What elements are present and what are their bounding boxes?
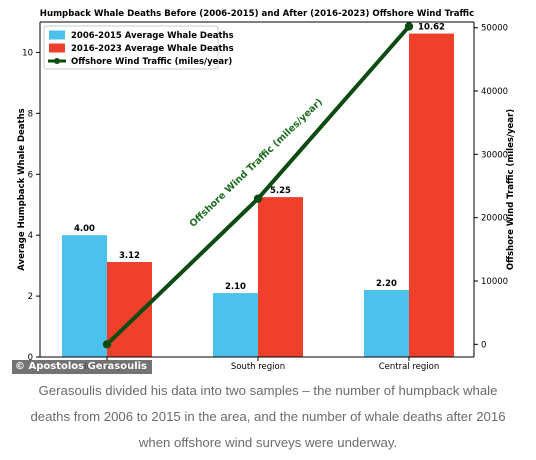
legend-label: 2016-2023 Average Whale Deaths (71, 44, 234, 54)
legend-label: Offshore Wind Traffic (miles/year) (71, 57, 232, 67)
y-tick-label: 8 (28, 109, 33, 119)
legend-box (43, 25, 219, 70)
bar-value-label: 2.20 (376, 279, 397, 289)
bar-1-1 (62, 235, 107, 357)
bar-value-label: 5.25 (270, 186, 291, 196)
legend-swatch (49, 30, 65, 40)
x-tick-label: South region (231, 362, 285, 372)
y2-tick-label: 0 (481, 340, 486, 350)
bar-2-2 (258, 197, 303, 357)
y2-tick-label: 30000 (481, 150, 508, 160)
bar-value-label: 3.12 (119, 251, 140, 261)
y-tick-label: 2 (28, 292, 33, 302)
y-axis-label: Average Humpback Whale Deaths (17, 108, 27, 270)
x-tick-label: Central region (379, 362, 440, 372)
wind-traffic-point-2 (253, 194, 263, 203)
bar-value-label: 2.10 (225, 282, 246, 292)
chart-figure: 4.00 2.10 2.20 3.12 5.25 10.62 Offshore Wind T… (17, 9, 516, 372)
bar-1-3 (364, 290, 409, 357)
chart-svg: 4.00 2.10 2.20 3.12 5.25 10.62 Offshore Wind T… (17, 9, 516, 372)
photo-credit: © Apostolos Gerasoulis (12, 360, 153, 374)
y-tick-label: 0 (28, 353, 33, 363)
bar-value-label: 4.00 (74, 224, 95, 234)
legend-swatch (49, 43, 65, 53)
wind-traffic-point-1 (102, 340, 112, 349)
y2-tick-label: 10000 (481, 277, 508, 287)
bar-2-3 (409, 33, 454, 358)
legend-label: 2006-2015 Average Whale Deaths (71, 31, 234, 41)
y2-tick-label: 40000 (481, 87, 508, 97)
y-tick-label: 6 (28, 170, 33, 180)
image-caption: Gerasoulis divided his data into two sam… (30, 383, 506, 450)
legend-marker (54, 58, 60, 64)
y2-tick-label: 50000 (481, 24, 508, 34)
y-tick-label: 4 (28, 231, 33, 241)
bar-value-label: 10.62 (418, 23, 445, 33)
bar-1-2 (213, 293, 258, 357)
y2-axis-label: Offshore Wind Traffic (miles/year) (506, 109, 516, 270)
wind-traffic-point-3 (404, 22, 414, 31)
y-tick-label: 10 (22, 48, 33, 58)
y2-tick-label: 20000 (481, 214, 508, 224)
chart-title: Humpback Whale Deaths Before (2006-2015)… (40, 9, 474, 19)
